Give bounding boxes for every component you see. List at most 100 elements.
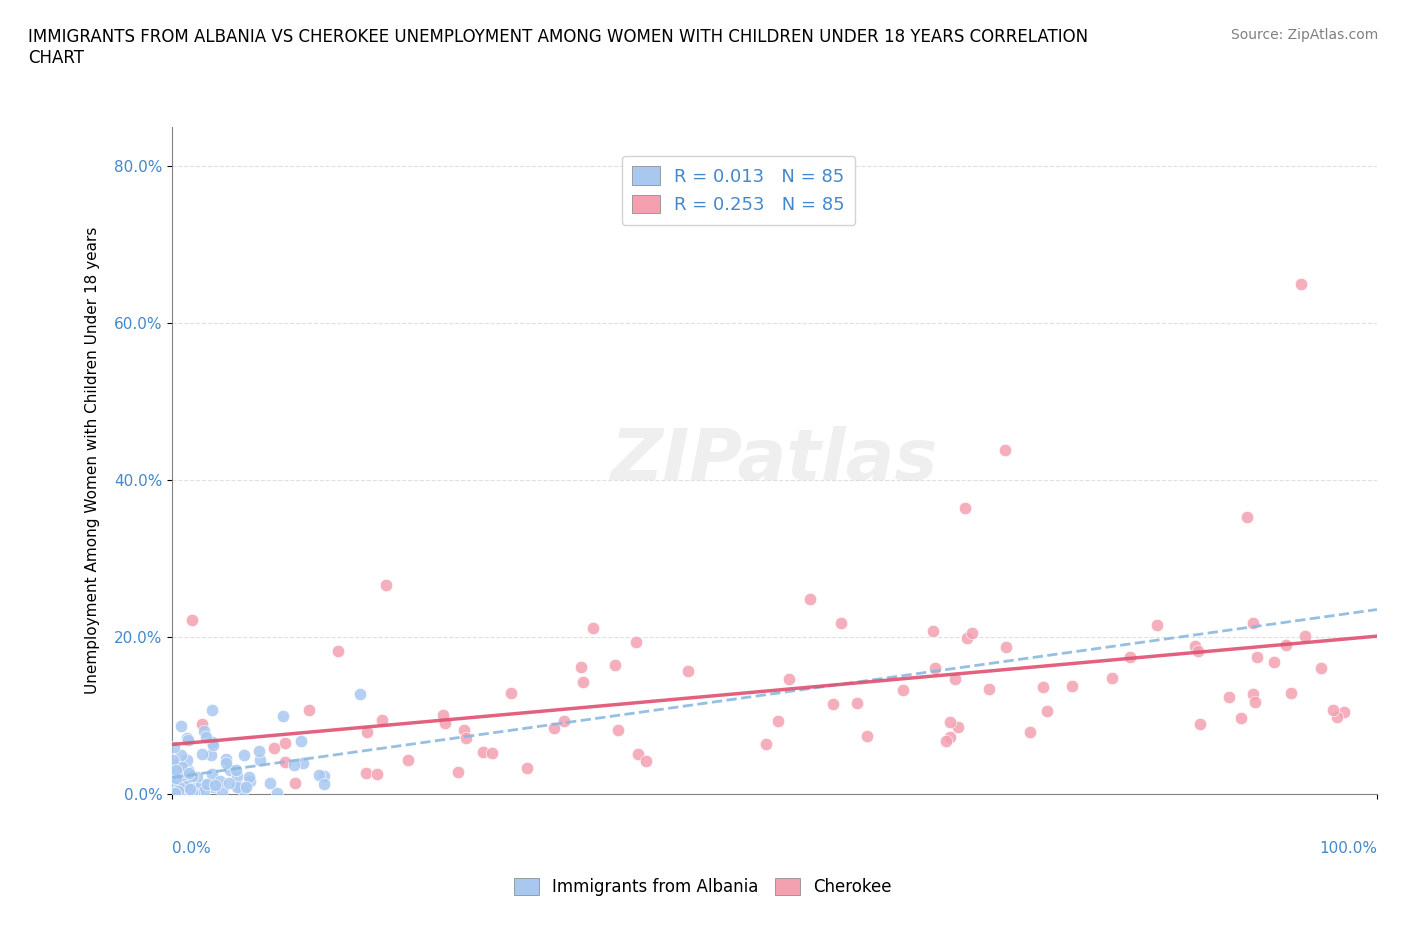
Point bbox=[187, 784, 209, 799]
Point bbox=[166, 777, 188, 792]
Point bbox=[202, 779, 225, 794]
Point bbox=[172, 786, 194, 801]
Point bbox=[1218, 689, 1240, 704]
Point bbox=[456, 731, 478, 746]
Point bbox=[626, 634, 648, 649]
Point bbox=[977, 682, 1000, 697]
Point bbox=[176, 753, 198, 768]
Point bbox=[215, 751, 238, 766]
Point bbox=[283, 758, 305, 773]
Point bbox=[314, 769, 336, 784]
Point bbox=[214, 755, 236, 770]
Point bbox=[1275, 638, 1298, 653]
Point bbox=[582, 620, 605, 635]
Point bbox=[195, 730, 218, 745]
Point bbox=[259, 776, 281, 790]
Point bbox=[273, 736, 295, 751]
Point bbox=[176, 730, 198, 745]
Point bbox=[956, 631, 979, 645]
Point bbox=[1243, 695, 1265, 710]
Point bbox=[447, 764, 470, 779]
Point bbox=[938, 729, 960, 744]
Point bbox=[180, 785, 202, 800]
Point bbox=[179, 778, 201, 793]
Point bbox=[204, 777, 226, 792]
Point bbox=[432, 708, 454, 723]
Point bbox=[232, 782, 254, 797]
Point bbox=[953, 501, 976, 516]
Point bbox=[396, 752, 419, 767]
Point bbox=[187, 780, 209, 795]
Text: IMMIGRANTS FROM ALBANIA VS CHEROKEE UNEMPLOYMENT AMONG WOMEN WITH CHILDREN UNDER: IMMIGRANTS FROM ALBANIA VS CHEROKEE UNEM… bbox=[28, 28, 1088, 67]
Point bbox=[994, 443, 1017, 458]
Point bbox=[1241, 686, 1264, 701]
Point bbox=[181, 780, 204, 795]
Point bbox=[170, 786, 193, 801]
Point bbox=[183, 785, 205, 800]
Point bbox=[169, 771, 191, 786]
Point bbox=[225, 763, 247, 777]
Point bbox=[1188, 716, 1211, 731]
Point bbox=[543, 721, 565, 736]
Point bbox=[1146, 618, 1168, 632]
Point bbox=[200, 748, 222, 763]
Point bbox=[180, 768, 202, 783]
Point bbox=[921, 623, 943, 638]
Point bbox=[173, 784, 195, 799]
Point bbox=[366, 766, 388, 781]
Point bbox=[326, 644, 349, 658]
Point bbox=[766, 713, 789, 728]
Point bbox=[170, 782, 193, 797]
Point bbox=[247, 744, 270, 759]
Point bbox=[356, 724, 378, 739]
Point bbox=[939, 715, 962, 730]
Point bbox=[165, 779, 187, 794]
Point bbox=[935, 734, 957, 749]
Point bbox=[1246, 650, 1268, 665]
Point bbox=[195, 777, 218, 791]
Point bbox=[177, 765, 200, 780]
Point bbox=[169, 783, 191, 798]
Point bbox=[1119, 649, 1142, 664]
Point bbox=[176, 778, 198, 793]
Point bbox=[181, 612, 204, 627]
Point bbox=[499, 685, 522, 700]
Point bbox=[924, 660, 946, 675]
Point bbox=[1322, 703, 1344, 718]
Point bbox=[349, 686, 371, 701]
Point bbox=[453, 723, 475, 737]
Point bbox=[191, 746, 214, 761]
Point bbox=[1310, 660, 1333, 675]
Point bbox=[163, 777, 186, 792]
Point bbox=[434, 715, 457, 730]
Point bbox=[1236, 510, 1258, 525]
Point bbox=[163, 739, 186, 754]
Point bbox=[943, 671, 966, 686]
Point bbox=[163, 763, 186, 777]
Point bbox=[1036, 703, 1059, 718]
Point bbox=[177, 780, 200, 795]
Point bbox=[228, 778, 250, 793]
Point bbox=[274, 754, 297, 769]
Point bbox=[856, 729, 879, 744]
Point bbox=[371, 712, 394, 727]
Point bbox=[755, 737, 778, 751]
Point bbox=[634, 753, 657, 768]
Point bbox=[1184, 638, 1206, 653]
Point bbox=[177, 733, 200, 748]
Point bbox=[1060, 679, 1083, 694]
Point bbox=[166, 784, 188, 799]
Point bbox=[167, 774, 190, 789]
Point bbox=[201, 767, 224, 782]
Point bbox=[174, 764, 197, 779]
Point bbox=[1032, 680, 1054, 695]
Legend: Immigrants from Albania, Cherokee: Immigrants from Albania, Cherokee bbox=[508, 871, 898, 903]
Point bbox=[778, 671, 800, 686]
Point bbox=[676, 664, 699, 679]
Point bbox=[226, 769, 249, 784]
Point bbox=[163, 757, 186, 772]
Point bbox=[472, 744, 495, 759]
Point bbox=[211, 783, 233, 798]
Point bbox=[627, 747, 650, 762]
Point bbox=[167, 779, 190, 794]
